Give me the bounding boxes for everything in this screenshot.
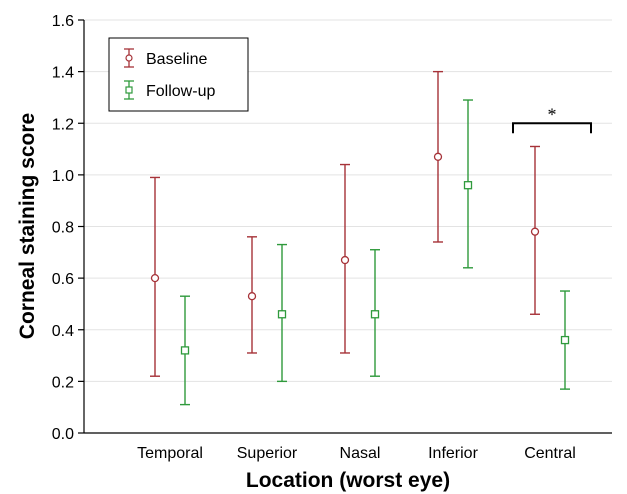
data-point: [530, 227, 540, 236]
x-tick-label: Temporal: [137, 445, 203, 462]
data-point: [180, 346, 190, 355]
data-point: [560, 335, 570, 345]
data-point: [433, 152, 443, 161]
legend-marker: [125, 54, 133, 62]
data-point: [370, 310, 380, 319]
y-tick-label: 0.6: [52, 271, 74, 288]
y-tick-label: 0.8: [52, 220, 74, 237]
significance-marker: *: [548, 104, 557, 124]
significance-bracket: [512, 122, 592, 134]
data-point: [463, 181, 473, 190]
data-point: [277, 310, 287, 319]
y-ticks: 0.0 0.2 0.4 0.6 0.8 1.0 1.2 1.4 1.6: [52, 13, 84, 443]
annotations: *: [512, 104, 592, 134]
data-point: [247, 292, 257, 301]
x-tick-label: Superior: [237, 445, 298, 462]
data-point: [340, 255, 350, 265]
y-axis-title: Corneal staining score: [16, 113, 39, 339]
x-ticks: Temporal Superior Nasal Inferior Central: [137, 445, 576, 462]
y-tick-label: 0.0: [52, 426, 74, 443]
data-point: [150, 273, 160, 283]
y-tick-label: 1.0: [52, 168, 74, 185]
legend-label: Baseline: [146, 51, 207, 68]
legend-label: Follow-up: [146, 83, 215, 100]
legend-marker: [125, 86, 133, 94]
y-tick-label: 1.4: [52, 65, 74, 82]
x-axis-title: Location (worst eye): [246, 469, 450, 492]
y-tick-label: 1.6: [52, 13, 74, 30]
y-tick-label: 0.4: [52, 323, 74, 340]
y-tick-label: 0.2: [52, 374, 74, 391]
data-marks: [150, 70, 570, 406]
x-tick-label: Inferior: [428, 445, 478, 462]
x-tick-label: Central: [524, 445, 576, 462]
x-tick-label: Nasal: [340, 445, 381, 462]
y-tick-label: 1.2: [52, 116, 74, 133]
legend: Baseline Follow-up: [108, 37, 249, 112]
